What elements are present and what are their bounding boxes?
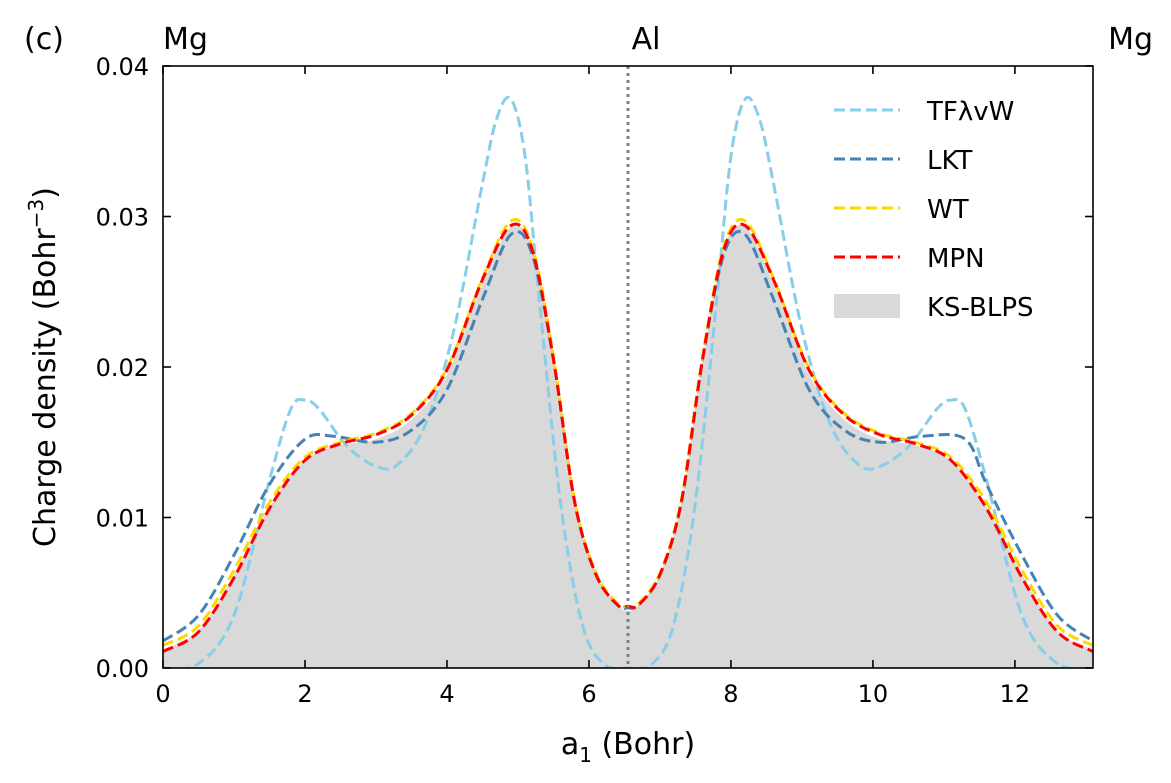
atom-label-mg: Mg	[163, 22, 208, 57]
x-tick-label: 8	[723, 680, 738, 708]
series-line-0	[163, 96, 1093, 668]
axes: 0 2 4 6 8 10 12 0.00 0.01 0.02 0.03 0.04 Mg Al Mg	[96, 22, 1153, 708]
y-tick-label: 0.00	[96, 655, 149, 683]
y-tick-label: 0.04	[96, 53, 149, 81]
atom-label-al: Al	[632, 22, 661, 57]
x-tick-label: 2	[297, 680, 312, 708]
ks-blps-area	[163, 225, 1093, 668]
plot-clip-group	[163, 66, 1093, 668]
x-tick-label: 4	[439, 680, 454, 708]
y-tick-label: 0.02	[96, 354, 149, 382]
x-axis-label: a1 (Bohr)	[561, 727, 695, 767]
legend-label-2: WT	[927, 195, 969, 225]
x-tick-label: 0	[155, 680, 170, 708]
x-tick-label: 6	[581, 680, 596, 708]
panel-label: (c)	[24, 22, 64, 57]
legend-label-1: LKT	[927, 146, 973, 176]
x-tick-label: 10	[858, 680, 889, 708]
legend: TFλvW LKT WT MPN KS-BLPS	[834, 97, 1034, 323]
legend-label-fill: KS-BLPS	[927, 293, 1034, 323]
atom-label-mg: Mg	[1108, 22, 1153, 57]
legend-label-0: TFλvW	[926, 97, 1014, 127]
legend-label-3: MPN	[927, 244, 985, 274]
x-tick-label: 12	[1000, 680, 1031, 708]
y-axis-label: Charge density (Bohr−3)	[24, 187, 63, 547]
y-tick-label: 0.01	[96, 505, 149, 533]
plot-area	[163, 66, 1093, 668]
legend-swatch-fill	[834, 294, 900, 318]
y-tick-label: 0.03	[96, 204, 149, 232]
